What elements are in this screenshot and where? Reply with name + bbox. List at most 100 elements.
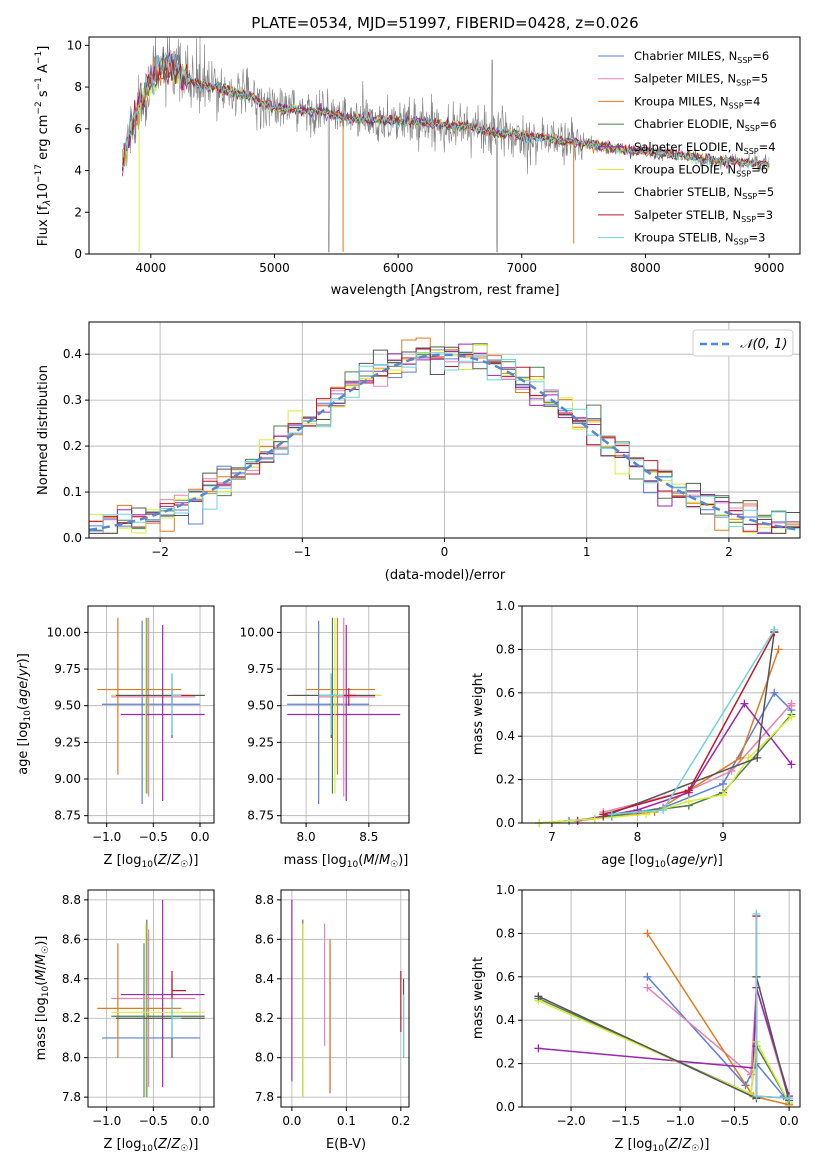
weight-vs-z-panel: −2.0 −1.5 −1.0 −0.5 0.0 0.0 0.2 0.4 0.6 0.8 1.0 Z …	[471, 883, 801, 1154]
y-tick-label: 0.1	[63, 485, 82, 499]
x-tick-label: 7000	[507, 261, 538, 275]
x-tick-label: 8.5	[359, 830, 378, 844]
x-tick-label: 2	[725, 545, 733, 559]
x-tick-label: 0.2	[391, 1114, 410, 1128]
x-tick-label: 5000	[259, 261, 290, 275]
salpeter-elodie-weight-marker	[534, 1044, 543, 1053]
histogram-legend-box	[692, 329, 794, 357]
salpeter-miles-weight-line	[646, 987, 790, 1101]
x-tick-label: 8000	[630, 261, 661, 275]
kroupa-miles-legend-label: Kroupa MILES, NSSP=4	[634, 94, 760, 110]
mass-z-ylabel: mass [log10(M/M☉)]	[34, 936, 51, 1061]
mass-z-xlabel: Z [log10(Z/Z☉)]	[104, 1137, 199, 1154]
x-tick-label: 0.0	[780, 1114, 799, 1128]
x-tick-label: 8.0	[297, 830, 316, 844]
kroupa-elodie-weight-marker	[719, 790, 728, 799]
chabrier-elodie-legend-label: Chabrier ELODIE, NSSP=6	[634, 117, 777, 133]
y-tick-label: 0.0	[496, 816, 515, 830]
salpeter-miles-weight-marker	[787, 701, 796, 710]
salpeter-elodie-weight-marker	[787, 760, 796, 769]
x-tick-label: 6000	[383, 261, 414, 275]
y-tick-label: 7.8	[62, 1090, 81, 1104]
spectrum-axes-frame	[88, 36, 801, 255]
kroupa-elodie-model-line	[122, 60, 770, 171]
y-tick-label: 0.4	[63, 347, 82, 361]
y-tick-label: 8.0	[62, 1051, 81, 1065]
x-tick-label: 0.0	[190, 1114, 209, 1128]
kroupa-stelib-histogram-step	[89, 352, 800, 532]
x-tick-label: 0	[441, 545, 449, 559]
x-tick-label: −1.0	[92, 1114, 121, 1128]
x-tick-label: −0.5	[139, 830, 168, 844]
kroupa-miles-weight-marker	[774, 645, 783, 654]
x-tick-label: −2	[151, 545, 169, 559]
histogram-plot-area	[88, 337, 801, 534]
y-tick-label: 9.25	[247, 735, 274, 749]
y-tick-label: 0.6	[496, 686, 515, 700]
y-tick-label: 8.2	[62, 1011, 81, 1025]
y-tick-label: 9.50	[247, 699, 274, 713]
mass-ebv-ticks: 0.0 0.1 0.2 7.8 8.0 8.2 8.4 8.6 8.8	[255, 893, 410, 1128]
kroupa-miles-weight-line	[577, 649, 780, 822]
kroupa-miles-weight-marker	[736, 753, 745, 762]
x-tick-label: −0.5	[720, 1114, 749, 1128]
salpeter-miles-weight-marker	[643, 983, 652, 992]
chabrier-miles-weight-line	[646, 976, 790, 1104]
mass-ebv-xlabel: E(B-V)	[326, 1137, 366, 1152]
y-tick-label: 0.0	[63, 531, 82, 545]
chabrier-stelib-legend-label: Chabrier STELIB, NSSP=5	[634, 185, 774, 201]
salpeter-stelib-legend-label: Salpeter STELIB, NSSP=3	[634, 208, 773, 224]
weight-z-axes-frame	[521, 889, 801, 1108]
weight-z-ylabel: mass weight	[471, 957, 486, 1039]
kroupa-elodie-weight-marker	[684, 797, 693, 806]
y-tick-label: 8.8	[255, 893, 274, 907]
weight-age-xlabel: age [log10(age/yr)]	[601, 853, 723, 870]
gauss-legend-label: 𝒩(0, 1)	[740, 337, 787, 352]
histogram-ylabel: Normed distribution	[36, 365, 51, 495]
weight-age-ylabel: mass weight	[471, 673, 486, 755]
x-tick-label: 0.0	[190, 830, 209, 844]
gaussian-curve	[88, 353, 801, 532]
weight-z-plot-area	[534, 909, 794, 1109]
salpeter-elodie-legend-label: Salpeter ELODIE, NSSP=4	[634, 140, 776, 156]
y-tick-label: 2	[74, 205, 82, 219]
y-tick-label: 8.6	[62, 932, 81, 946]
kroupa-elodie-weight-marker	[590, 814, 599, 823]
age-mass-grid	[281, 606, 409, 823]
spectrum-panel: PLATE=0534, MJD=51997, FIBERID=0428, z=0…	[34, 14, 801, 298]
mass-ebv-plot-area	[291, 899, 405, 1098]
y-tick-label: 9.75	[247, 662, 274, 676]
y-tick-label: 6	[74, 122, 82, 136]
y-tick-label: 8	[74, 80, 82, 94]
spectrum-ticks: 4000 5000 6000 7000 8000 9000 0 2 4 6 8 10	[67, 38, 785, 275]
spectrum-xlabel: wavelength [Angstrom, rest frame]	[331, 283, 560, 298]
salpeter-elodie-weight-marker	[740, 699, 749, 708]
y-tick-label: 7.8	[255, 1090, 274, 1104]
y-tick-label: 8.4	[62, 972, 81, 986]
weight-z-xlabel: Z [log10(Z/Z☉)]	[615, 1137, 710, 1154]
y-tick-label: 0.2	[63, 439, 82, 453]
x-tick-label: −1.0	[666, 1114, 695, 1128]
y-tick-label: 9.25	[54, 735, 81, 749]
spectrum-ylabel: Flux [fλ10−17 erg cm−2 s−1 A−1]	[34, 46, 53, 247]
chabrier-miles-weight-marker	[770, 688, 779, 697]
chabrier-stelib-histogram-step	[89, 346, 800, 534]
x-tick-label: 9	[719, 830, 727, 844]
y-tick-label: 10	[67, 38, 82, 52]
salpeter-stelib-weight-marker	[684, 786, 693, 795]
y-tick-label: 8.2	[255, 1011, 274, 1025]
age-vs-mass-panel: 8.0 8.5 8.75 9.00 9.25 9.50 9.75 10.00 mass [lo…	[240, 605, 410, 870]
age-mass-axes-frame	[280, 605, 410, 824]
salpeter-stelib-weight-marker	[599, 810, 608, 819]
kroupa-stelib-weight-marker	[785, 1094, 794, 1103]
salpeter-miles-weight-line	[603, 701, 793, 813]
y-tick-label: 0.8	[496, 642, 515, 656]
y-tick-label: 10.00	[240, 625, 274, 639]
kroupa-stelib-weight-marker	[752, 1092, 761, 1101]
kroupa-elodie-weight-line	[538, 1000, 790, 1104]
kroupa-stelib-weight-marker	[752, 909, 761, 918]
spectrum-plot-area	[122, 36, 770, 253]
age-z-ticks: −1.0 −0.5 0.0 8.75 9.00 9.25 9.50 9.75 10.00	[47, 625, 210, 844]
kroupa-stelib-model-line	[122, 51, 770, 169]
